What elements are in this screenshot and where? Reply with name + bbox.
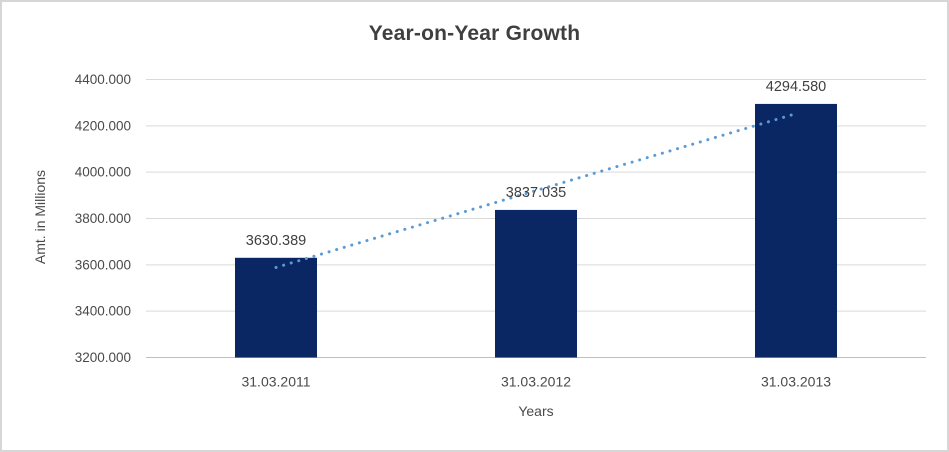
y-tick-label: 4000.000: [75, 165, 131, 180]
y-tick-label: 4200.000: [75, 118, 131, 133]
bar[interactable]: [495, 209, 577, 358]
y-tick-label: 3600.000: [75, 257, 131, 272]
y-tick-label: 3800.000: [75, 211, 131, 226]
y-tick-label: 3400.000: [75, 304, 131, 319]
x-tick-label: 31.03.2012: [501, 374, 571, 390]
y-tick-label: 3200.000: [75, 350, 131, 365]
bar-value-label: 4294.580: [766, 79, 826, 95]
y-tick-label: 4400.000: [75, 72, 131, 87]
x-tick-label: 31.03.2013: [761, 374, 831, 390]
bar[interactable]: [755, 103, 837, 358]
bar-value-label: 3837.035: [506, 185, 566, 201]
x-tick-label: 31.03.2011: [241, 374, 310, 390]
x-axis-title: Years: [518, 403, 554, 419]
chart-title: Year-on-Year Growth: [368, 22, 581, 45]
bar-value-label: 3630.389: [246, 233, 306, 249]
bar[interactable]: [235, 257, 317, 358]
